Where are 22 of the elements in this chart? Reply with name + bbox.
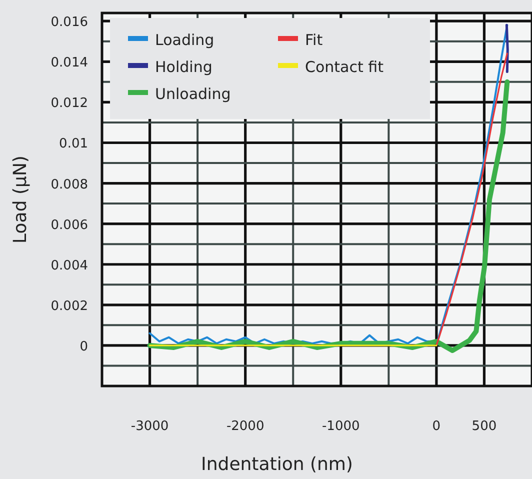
y-tick-label: 0.004 <box>50 258 88 274</box>
y-tick-label: 0.012 <box>50 96 88 112</box>
y-tick-label: 0.016 <box>50 15 88 30</box>
x-tick-label: -3000 <box>130 419 169 434</box>
x-tick-label: -1000 <box>322 419 360 434</box>
legend-label: Holding <box>155 58 212 76</box>
legend-label: Contact fit <box>305 58 384 76</box>
legend-label: Fit <box>305 31 323 49</box>
x-tick-label: 500 <box>472 419 497 434</box>
legend-label: Unloading <box>155 85 231 103</box>
y-tick-label: 0 <box>80 339 88 354</box>
y-tick-label: 0.014 <box>50 56 88 71</box>
y-axis-title: Load (μN) <box>10 156 31 244</box>
y-tick-label: 0.002 <box>50 298 88 314</box>
legend-label: Loading <box>155 31 214 49</box>
y-tick-label: 0.006 <box>50 218 88 233</box>
x-tick-label: -2000 <box>226 419 264 434</box>
y-tick-label: 0.01 <box>59 136 88 152</box>
line-series <box>436 52 508 346</box>
y-tick-label: 0.008 <box>50 177 88 192</box>
x-tick-label: 0 <box>432 419 441 434</box>
x-axis-title: Indentation (nm) <box>201 454 353 475</box>
